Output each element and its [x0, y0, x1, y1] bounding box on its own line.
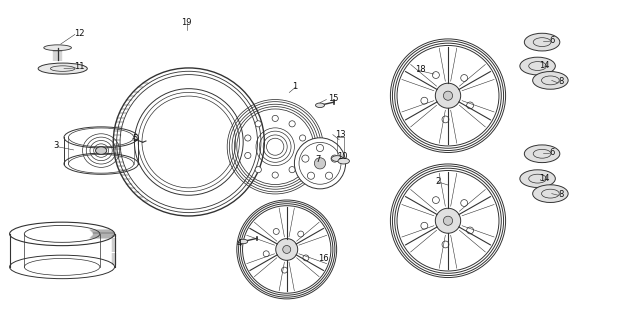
Ellipse shape — [524, 33, 560, 51]
Ellipse shape — [300, 152, 306, 159]
Text: 6: 6 — [549, 36, 554, 45]
Ellipse shape — [303, 255, 309, 261]
Ellipse shape — [435, 83, 461, 108]
Ellipse shape — [289, 167, 295, 173]
Ellipse shape — [273, 228, 279, 234]
Ellipse shape — [237, 200, 337, 299]
Text: 8: 8 — [558, 78, 563, 86]
Ellipse shape — [298, 231, 304, 237]
Text: 3: 3 — [53, 141, 58, 150]
Ellipse shape — [272, 172, 278, 178]
Ellipse shape — [294, 138, 346, 189]
Ellipse shape — [467, 102, 474, 109]
Text: 8: 8 — [558, 190, 563, 199]
Ellipse shape — [10, 214, 115, 287]
Ellipse shape — [316, 145, 324, 152]
Ellipse shape — [435, 208, 461, 233]
Ellipse shape — [255, 167, 261, 173]
Ellipse shape — [421, 97, 428, 104]
Ellipse shape — [263, 251, 269, 257]
Ellipse shape — [276, 239, 298, 260]
Ellipse shape — [520, 57, 556, 75]
Ellipse shape — [444, 91, 452, 100]
Text: 5: 5 — [132, 134, 138, 143]
Ellipse shape — [64, 113, 138, 188]
Text: 2: 2 — [435, 177, 440, 186]
Ellipse shape — [283, 246, 291, 253]
Ellipse shape — [338, 158, 349, 164]
Text: 13: 13 — [335, 130, 346, 139]
Text: 7: 7 — [315, 155, 320, 164]
Ellipse shape — [239, 239, 248, 244]
Ellipse shape — [289, 121, 295, 127]
Ellipse shape — [331, 155, 338, 162]
Text: 19: 19 — [181, 18, 191, 27]
Ellipse shape — [300, 135, 306, 141]
Ellipse shape — [227, 100, 323, 194]
Ellipse shape — [113, 68, 264, 216]
Text: 1: 1 — [292, 82, 298, 91]
Ellipse shape — [461, 200, 468, 206]
Ellipse shape — [316, 103, 324, 108]
Text: 12: 12 — [74, 29, 84, 38]
Ellipse shape — [95, 147, 107, 154]
Ellipse shape — [524, 145, 560, 163]
Ellipse shape — [461, 75, 468, 81]
Ellipse shape — [302, 155, 309, 162]
Text: 15: 15 — [328, 94, 338, 103]
Ellipse shape — [307, 172, 314, 179]
Text: 4: 4 — [237, 239, 242, 248]
Ellipse shape — [44, 45, 72, 51]
Text: 11: 11 — [74, 63, 84, 71]
Text: 18: 18 — [415, 65, 426, 74]
Ellipse shape — [38, 63, 87, 74]
Ellipse shape — [433, 197, 439, 204]
Text: 14: 14 — [540, 174, 550, 183]
Ellipse shape — [272, 115, 278, 122]
Ellipse shape — [467, 227, 474, 234]
Text: 16: 16 — [318, 254, 329, 263]
Ellipse shape — [282, 267, 287, 273]
Ellipse shape — [421, 222, 428, 229]
Ellipse shape — [444, 216, 452, 225]
Ellipse shape — [532, 71, 568, 89]
Ellipse shape — [442, 116, 449, 123]
Ellipse shape — [255, 121, 261, 127]
Ellipse shape — [244, 135, 251, 141]
Ellipse shape — [244, 152, 251, 159]
Text: 10: 10 — [337, 152, 348, 161]
Text: 14: 14 — [540, 61, 550, 70]
Ellipse shape — [314, 158, 326, 169]
Ellipse shape — [326, 172, 333, 179]
Ellipse shape — [433, 72, 439, 78]
Ellipse shape — [390, 39, 506, 152]
Ellipse shape — [332, 156, 343, 161]
Ellipse shape — [532, 185, 568, 203]
Ellipse shape — [390, 164, 506, 278]
Ellipse shape — [442, 241, 449, 248]
Ellipse shape — [520, 170, 556, 188]
Text: 6: 6 — [549, 148, 554, 157]
